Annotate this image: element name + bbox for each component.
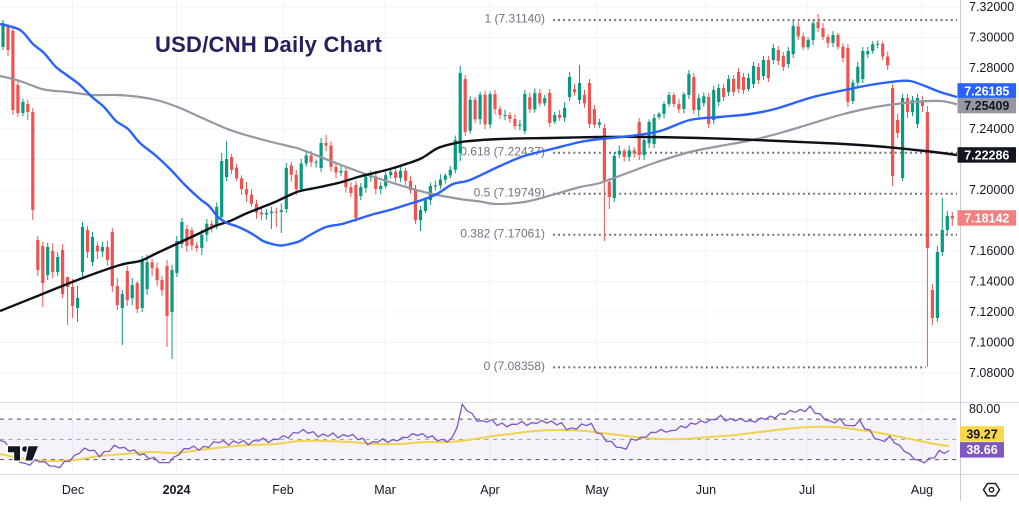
svg-text:May: May xyxy=(585,483,609,497)
svg-text:Mar: Mar xyxy=(374,483,396,497)
svg-text:7.28000: 7.28000 xyxy=(969,61,1014,75)
svg-text:7.16000: 7.16000 xyxy=(969,244,1014,258)
svg-text:80.00: 80.00 xyxy=(969,402,1000,416)
svg-text:Aug: Aug xyxy=(911,483,933,497)
svg-text:7.20000: 7.20000 xyxy=(969,183,1014,197)
svg-text:Jul: Jul xyxy=(799,483,815,497)
svg-text:0.618 (7.22437): 0.618 (7.22437) xyxy=(460,144,545,158)
svg-text:Dec: Dec xyxy=(62,483,84,497)
svg-text:2024: 2024 xyxy=(163,483,191,497)
svg-text:7.12000: 7.12000 xyxy=(969,305,1014,319)
svg-text:Feb: Feb xyxy=(272,483,294,497)
svg-text:0 (7.08358): 0 (7.08358) xyxy=(484,359,545,373)
svg-text:1 (7.31140): 1 (7.31140) xyxy=(485,12,546,26)
svg-text:7.18142: 7.18142 xyxy=(964,211,1009,225)
svg-text:0.382 (7.17061): 0.382 (7.17061) xyxy=(460,226,545,240)
svg-text:Apr: Apr xyxy=(480,483,499,497)
svg-text:USD/CNH Daily Chart: USD/CNH Daily Chart xyxy=(155,32,383,57)
svg-text:39.27: 39.27 xyxy=(966,427,997,441)
svg-text:7.14000: 7.14000 xyxy=(969,275,1014,289)
svg-text:7.26185: 7.26185 xyxy=(964,84,1009,98)
svg-text:7.10000: 7.10000 xyxy=(969,336,1014,350)
svg-text:38.66: 38.66 xyxy=(966,443,997,457)
svg-text:0.5 (7.19749): 0.5 (7.19749) xyxy=(474,185,545,199)
svg-text:7.30000: 7.30000 xyxy=(969,31,1014,45)
svg-text:7.25409: 7.25409 xyxy=(964,99,1009,113)
svg-text:7.24000: 7.24000 xyxy=(969,122,1014,136)
svg-text:Jun: Jun xyxy=(696,483,716,497)
svg-text:7.08000: 7.08000 xyxy=(969,366,1014,380)
svg-text:7.22286: 7.22286 xyxy=(964,148,1009,162)
svg-text:7.32000: 7.32000 xyxy=(969,0,1014,14)
